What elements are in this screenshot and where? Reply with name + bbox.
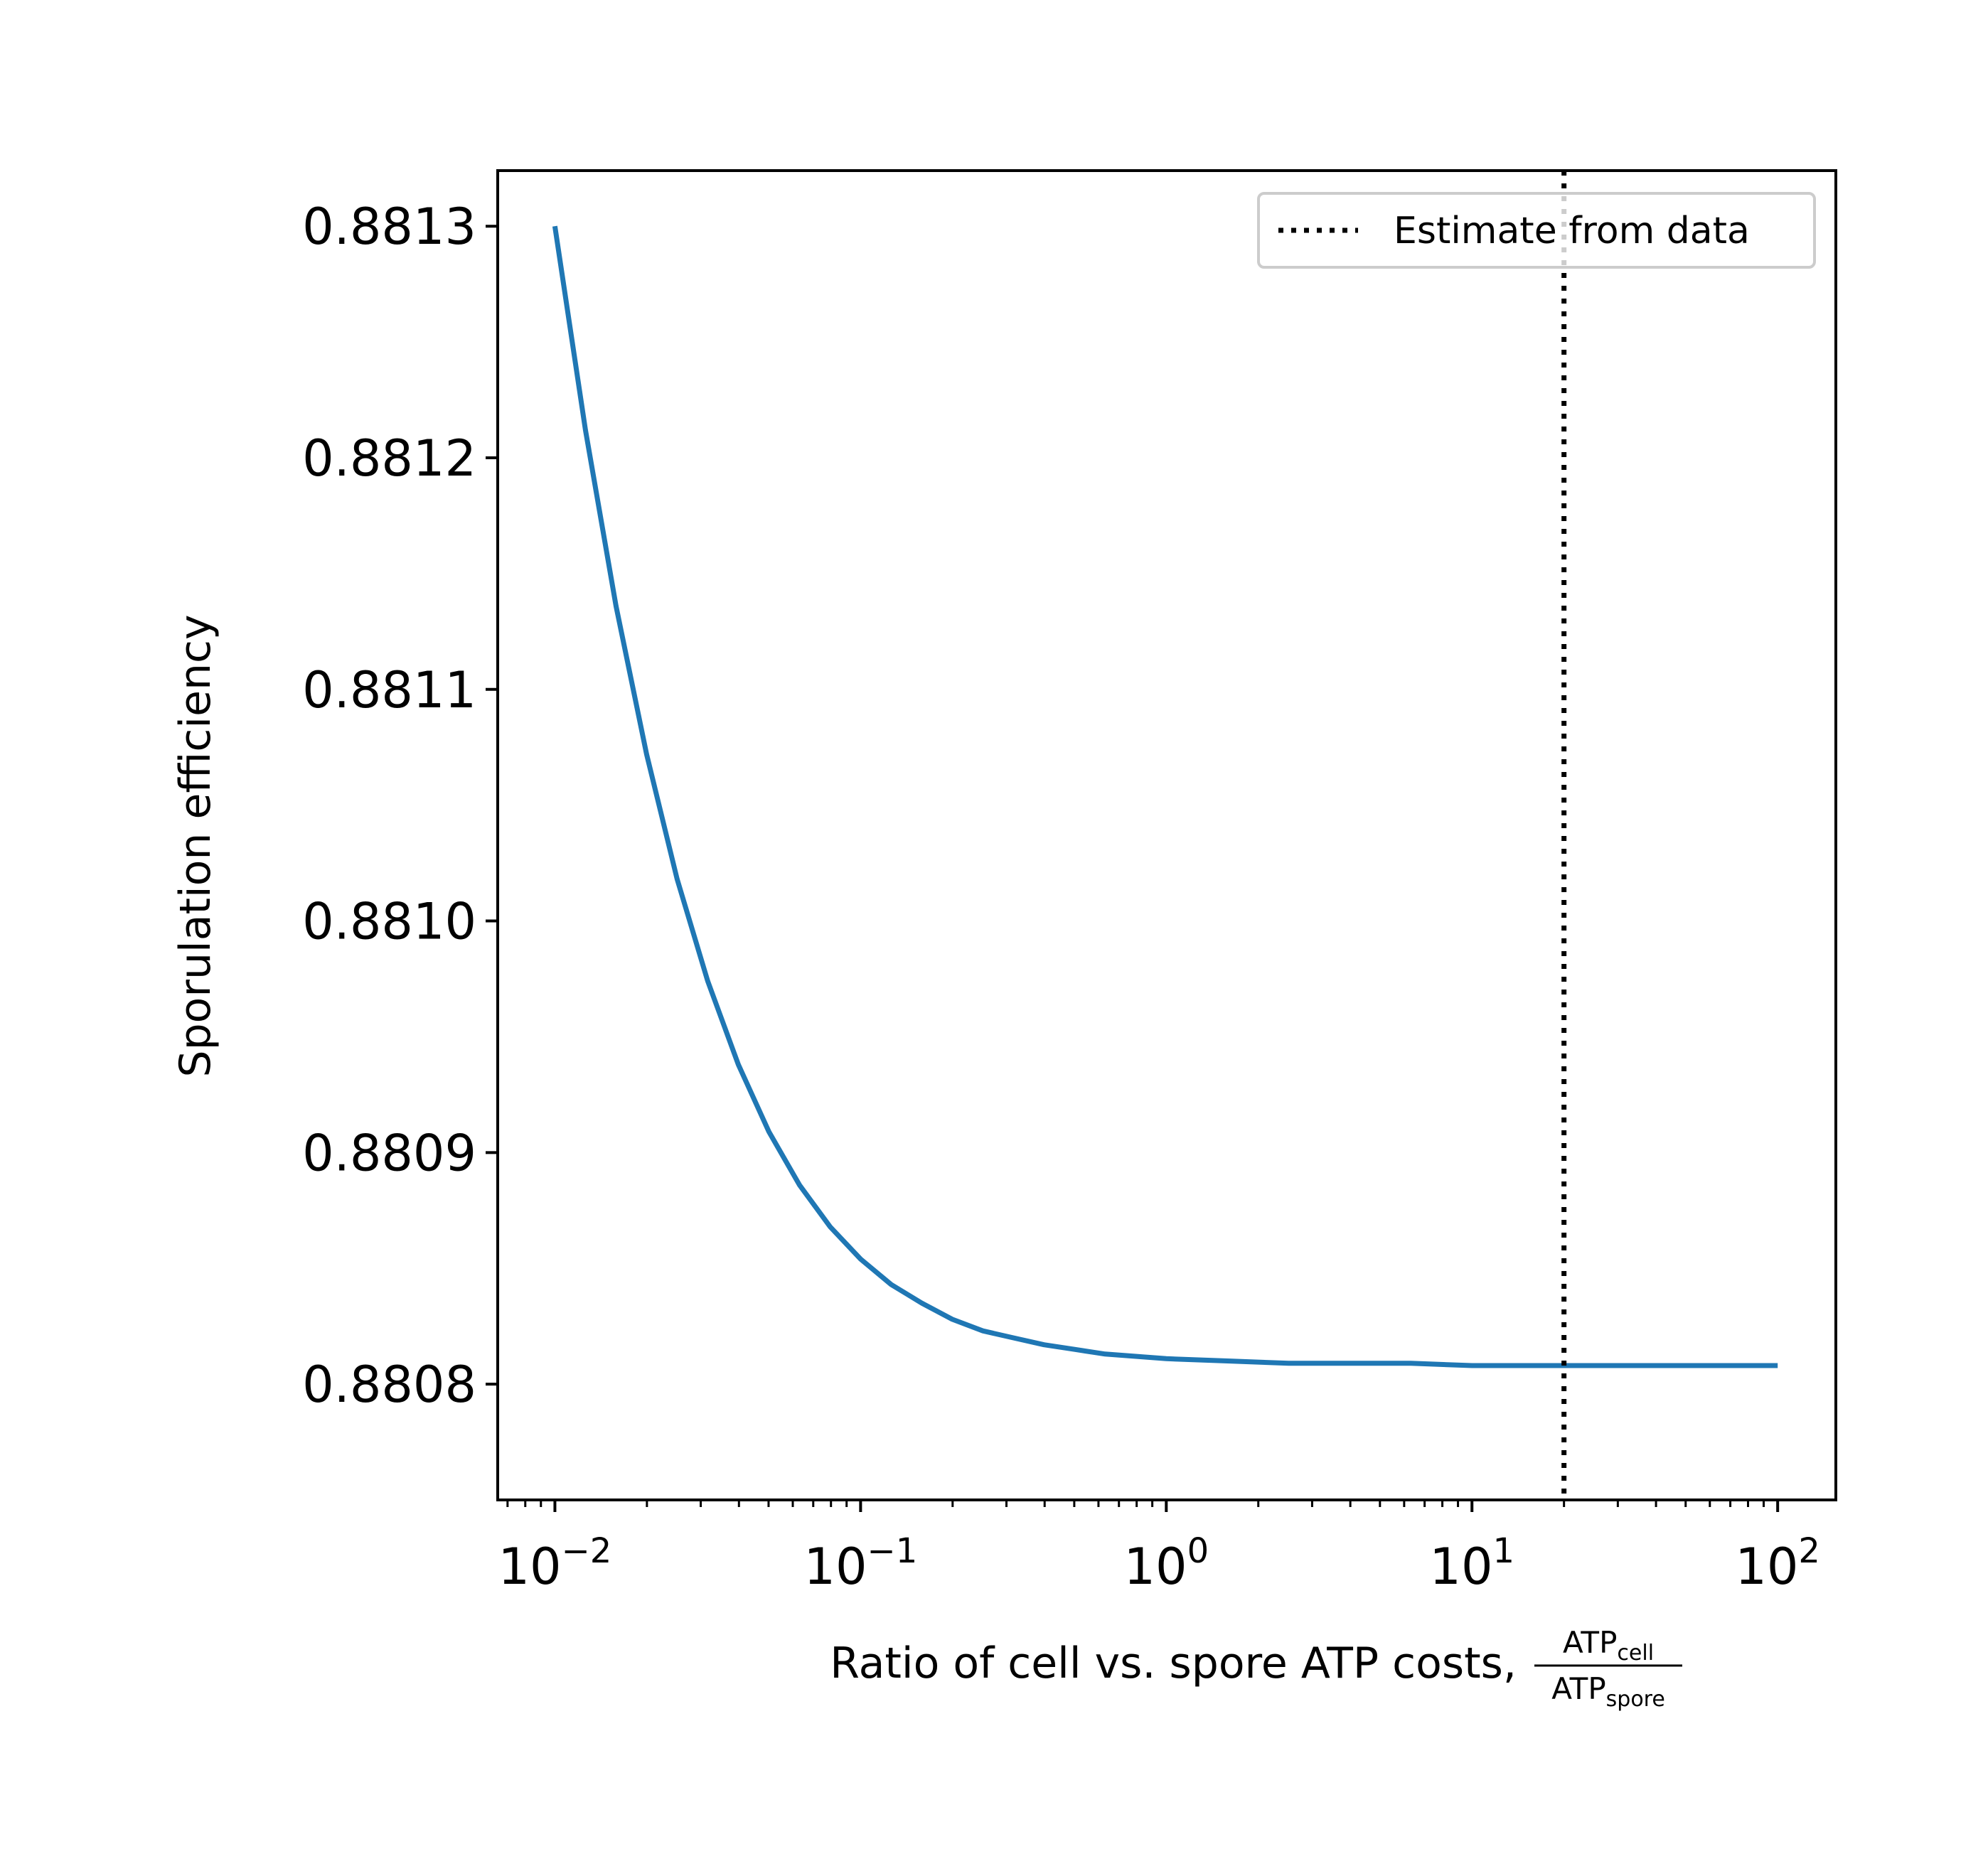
- y-tick-label: 0.8810: [302, 893, 476, 951]
- series-layer: [552, 171, 1778, 1500]
- x-tick-label: 101: [1429, 1531, 1514, 1596]
- x-tick-label: 100: [1123, 1531, 1209, 1596]
- y-axis-label: Sporulation efficiency: [171, 614, 220, 1077]
- x-tick-label: 102: [1735, 1531, 1820, 1596]
- numerator-main: ATP: [1563, 1625, 1617, 1660]
- x-tick-exponent: 1: [1493, 1531, 1515, 1571]
- x-tick-base: 10: [1735, 1538, 1798, 1596]
- denominator-subscript: spore: [1606, 1687, 1665, 1712]
- x-tick-base: 10: [803, 1538, 867, 1596]
- x-tick-label: 10−2: [498, 1531, 612, 1596]
- x-axis-ticks: 10−2 10−1 100 101 102: [498, 1500, 1820, 1596]
- y-tick-label: 0.8808: [302, 1356, 476, 1414]
- numerator-subscript: cell: [1617, 1641, 1654, 1666]
- x-tick-exponent: −1: [867, 1531, 918, 1571]
- legend: Estimate from data: [1257, 192, 1816, 269]
- y-tick-label: 0.8809: [302, 1124, 476, 1182]
- x-tick-base: 10: [1123, 1538, 1187, 1596]
- x-axis-label-text: Ratio of cell vs. spore ATP costs,: [830, 1639, 1517, 1688]
- y-tick-label: 0.8813: [302, 198, 476, 256]
- y-tick-label: 0.8812: [302, 429, 476, 488]
- x-tick-base: 10: [1429, 1538, 1492, 1596]
- legend-label: Estimate from data: [1394, 210, 1750, 252]
- x-tick-exponent: −2: [562, 1531, 612, 1571]
- x-tick-base: 10: [498, 1538, 562, 1596]
- x-tick-exponent: 0: [1187, 1531, 1209, 1571]
- series-line-sporulation-efficiency: [552, 225, 1778, 1368]
- x-axis-fraction-denominator: ATPspore: [1551, 1671, 1665, 1712]
- x-axis-fraction-numerator: ATPcell: [1563, 1625, 1654, 1666]
- legend-box: [1257, 192, 1816, 269]
- x-tick-exponent: 2: [1798, 1531, 1820, 1571]
- y-tick-label: 0.8811: [302, 661, 476, 719]
- y-axis-ticks: 0.8808 0.8809 0.8810 0.8811 0.8812 0.8813: [302, 198, 498, 1414]
- denominator-main: ATP: [1551, 1671, 1605, 1706]
- x-tick-label: 10−1: [803, 1531, 917, 1596]
- x-axis-label: Ratio of cell vs. spore ATP costs, ATPce…: [830, 1625, 1682, 1712]
